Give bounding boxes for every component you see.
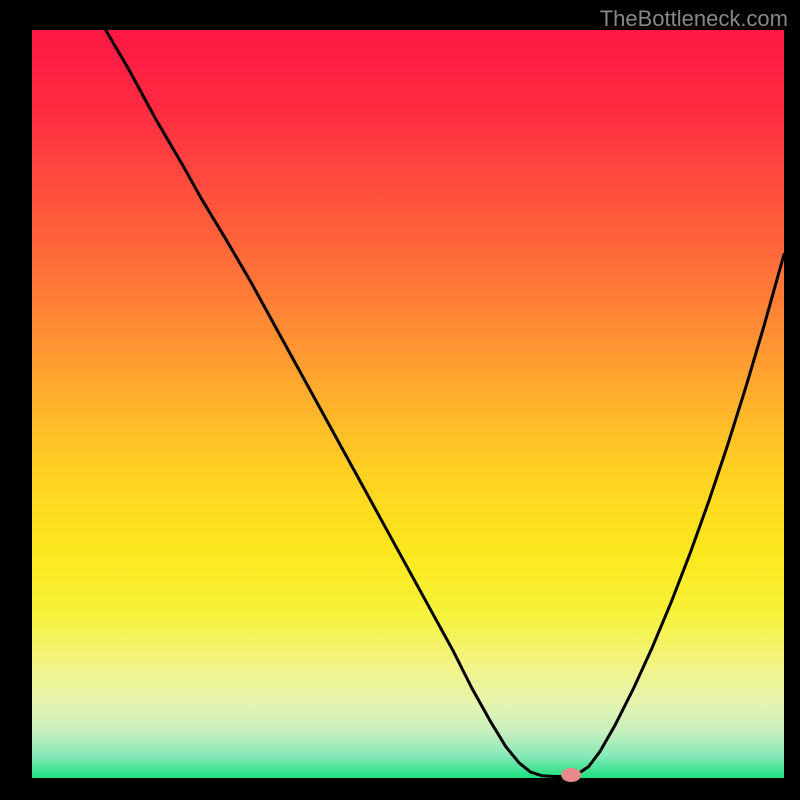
chart-svg <box>0 0 800 800</box>
bottleneck-chart: TheBottleneck.com <box>0 0 800 800</box>
plot-background <box>32 30 784 778</box>
optimal-point-marker <box>561 768 581 782</box>
watermark-text: TheBottleneck.com <box>600 6 788 32</box>
